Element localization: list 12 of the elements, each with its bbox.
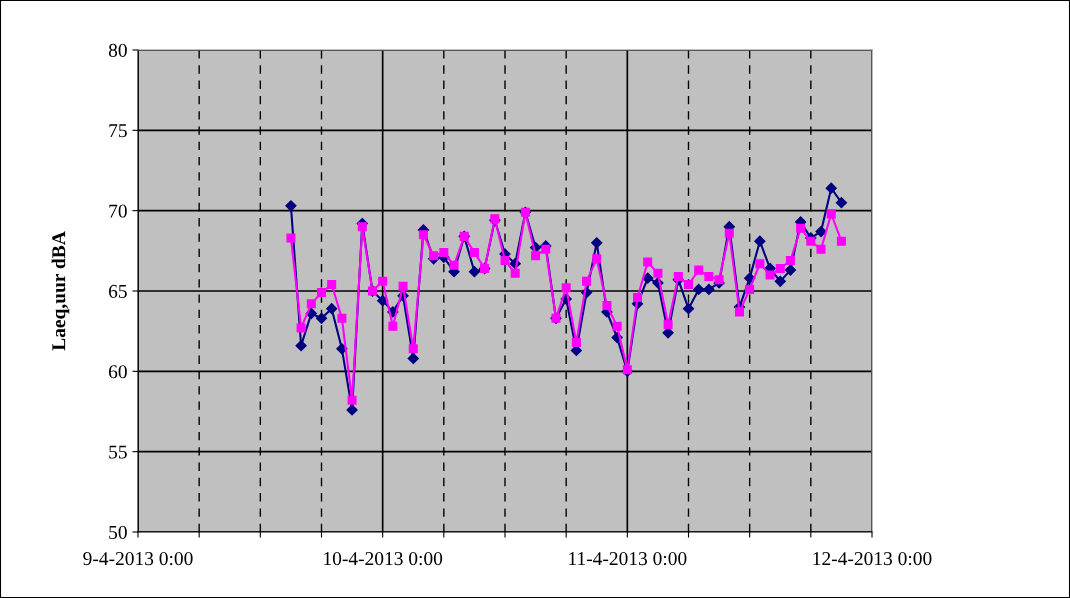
y-tick-label: 60 xyxy=(108,365,127,379)
y-axis-title: Laeq,uur dBA xyxy=(51,231,70,351)
y-tick-label: 55 xyxy=(109,445,127,459)
y-tick-label: 65 xyxy=(108,284,127,298)
x-tick-label: 12-4-2013 0:00 xyxy=(813,552,932,566)
y-tick-label: 80 xyxy=(108,43,127,57)
x-tick-label: 11-4-2013 0:00 xyxy=(569,552,687,566)
x-tick-label: 9-4-2013 0:00 xyxy=(83,552,193,566)
y-tick-label: 75 xyxy=(109,124,127,138)
y-tick-label: 70 xyxy=(109,204,127,218)
y-tick-label: 50 xyxy=(109,525,127,539)
x-tick-label: 10-4-2013 0:00 xyxy=(324,552,443,566)
